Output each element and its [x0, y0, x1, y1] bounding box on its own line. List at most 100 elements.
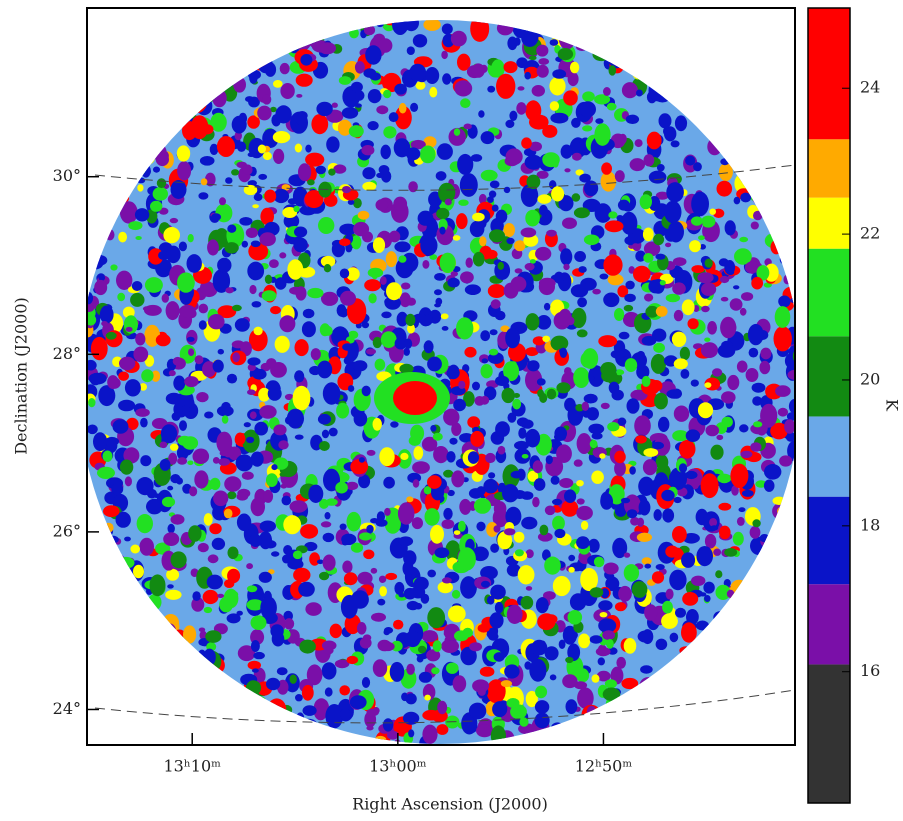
- sky-blob: [640, 194, 652, 209]
- sky-blob: [186, 51, 196, 64]
- sky-blob: [106, 332, 117, 340]
- sky-blob: [371, 568, 378, 574]
- sky-blob: [636, 90, 643, 97]
- sky-blob: [786, 707, 800, 721]
- sky-blob: [251, 8, 265, 25]
- sky-blob: [139, 538, 154, 556]
- sky-blob: [73, 412, 86, 428]
- sky-blob: [746, 717, 752, 723]
- sky-blob: [532, 85, 545, 97]
- sky-blob: [183, 625, 196, 643]
- sky-blob: [456, 213, 468, 229]
- sky-blob: [136, 143, 142, 147]
- sky-blob: [232, 305, 242, 311]
- sky-blob: [133, 17, 141, 24]
- sky-blob: [170, 14, 181, 26]
- sky-blob: [769, 137, 778, 144]
- sky-blob: [764, 480, 775, 492]
- sky-blob: [227, 613, 241, 623]
- sky-blob: [588, 539, 600, 553]
- colorbar-tick-label: 20: [860, 369, 880, 388]
- sky-blob: [535, 686, 547, 699]
- sky-blob: [266, 473, 278, 487]
- sky-blob: [405, 693, 416, 704]
- sky-blob: [188, 234, 194, 242]
- sky-blob: [134, 152, 147, 170]
- sky-blob: [469, 642, 482, 651]
- sky-blob: [168, 682, 180, 698]
- sky-blob: [800, 143, 807, 151]
- sky-blob: [394, 241, 410, 252]
- sky-blob: [442, 326, 449, 331]
- sky-blob: [409, 64, 426, 82]
- sky-blob: [775, 306, 791, 328]
- sky-blob: [359, 457, 365, 463]
- sky-blob: [653, 234, 664, 245]
- sky-blob: [537, 378, 546, 385]
- sky-blob: [303, 16, 318, 26]
- sky-blob: [490, 740, 503, 756]
- sky-blob: [693, 162, 702, 171]
- sky-blob: [559, 27, 576, 50]
- sky-blob: [664, 201, 681, 224]
- sky-blob: [298, 163, 311, 181]
- sky-blob: [265, 275, 272, 284]
- sky-blob: [590, 587, 604, 597]
- sky-blob: [716, 646, 728, 654]
- sky-blob: [259, 405, 276, 419]
- sky-blob: [141, 369, 153, 382]
- sky-blob: [442, 24, 453, 35]
- sky-blob: [777, 638, 783, 642]
- sky-blob: [505, 120, 514, 128]
- sky-blob: [668, 59, 683, 77]
- sky-blob: [125, 98, 138, 109]
- sky-blob: [97, 68, 116, 88]
- sky-blob: [673, 726, 688, 747]
- sky-blob: [605, 220, 624, 232]
- sky-blob: [347, 656, 359, 664]
- sky-blob: [134, 601, 143, 612]
- sky-blob: [602, 729, 618, 740]
- sky-blob: [121, 149, 133, 164]
- sky-blob: [224, 579, 234, 588]
- sky-blob: [469, 703, 486, 720]
- sky-blob: [118, 400, 135, 412]
- sky-blob: [778, 16, 788, 29]
- colorbar-band: [808, 497, 850, 585]
- sky-blob: [441, 639, 459, 653]
- sky-blob: [674, 358, 688, 369]
- sky-blob: [633, 30, 640, 39]
- sky-blob: [761, 13, 778, 37]
- sky-blob: [406, 664, 415, 675]
- sky-blob: [116, 82, 133, 103]
- sky-blob: [162, 619, 180, 634]
- sky-blob: [321, 12, 333, 21]
- sky-blob: [730, 736, 738, 742]
- sky-blob: [440, 253, 456, 273]
- sky-blob: [90, 203, 100, 210]
- sky-blob: [481, 131, 495, 144]
- sky-blob: [764, 464, 781, 480]
- sky-blob: [404, 588, 417, 600]
- sky-blob: [364, 25, 375, 35]
- sky-blob: [719, 47, 728, 57]
- sky-blob: [717, 181, 733, 197]
- sky-blob: [771, 185, 783, 202]
- sky-blob: [502, 484, 519, 502]
- sky-blob: [642, 557, 652, 564]
- sky-blob: [561, 733, 568, 741]
- sky-blob: [522, 454, 529, 459]
- sky-blob: [130, 646, 138, 654]
- sky-blob: [527, 360, 539, 371]
- sky-blob: [99, 101, 114, 117]
- sky-blob: [616, 657, 626, 669]
- sky-blob: [110, 670, 124, 688]
- sky-blob: [163, 532, 179, 546]
- sky-blob: [252, 369, 266, 380]
- sky-blob: [607, 103, 617, 111]
- sky-blob: [674, 406, 689, 422]
- sky-blob: [697, 680, 712, 696]
- sky-blob: [369, 293, 377, 303]
- sky-blob: [785, 494, 802, 514]
- sky-blob: [101, 152, 116, 172]
